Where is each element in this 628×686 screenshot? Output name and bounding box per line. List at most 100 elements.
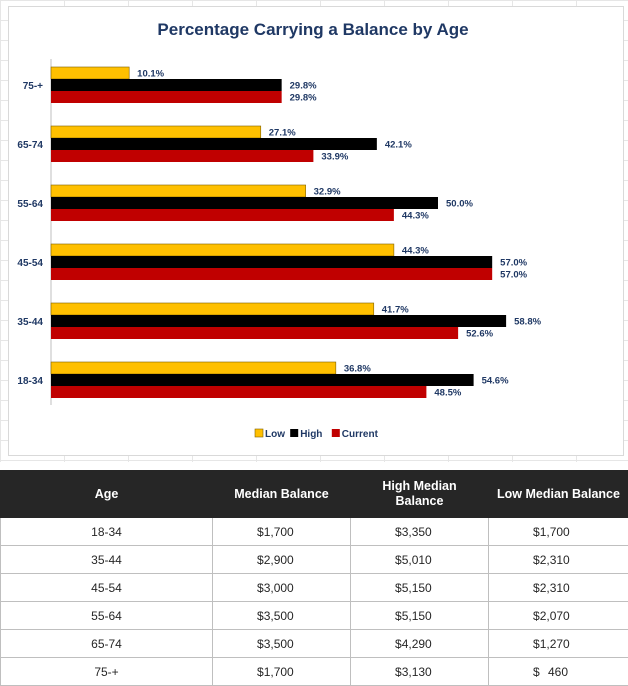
data-label-current: 33.9% (321, 152, 348, 163)
legend-swatch-low (255, 429, 263, 437)
cell-median-balance: $3,500 (213, 602, 351, 630)
cell-high-median-balance: $5,010 (351, 546, 489, 574)
amount-value: 2,900 (264, 553, 294, 567)
cell-high-median-balance: $3,350 (351, 518, 489, 546)
amount-value: 1,700 (264, 665, 294, 679)
data-label-high: 57.0% (500, 258, 527, 269)
table-row: 75-+$1,700$3,130$460 (1, 658, 628, 686)
table-row: 55-64$3,500$5,150$2,070 (1, 602, 628, 630)
cell-low-median-balance: $2,310 (489, 546, 628, 574)
cell-low-median-balance: $460 (489, 658, 628, 686)
currency-symbol: $ (257, 553, 264, 567)
legend-label-high: High (300, 429, 322, 440)
balance-table: Age Median Balance High Median Balance L… (0, 470, 628, 686)
bar-low (51, 303, 374, 315)
currency-symbol: $ (257, 665, 264, 679)
amount-value: 5,150 (402, 609, 432, 623)
data-label-current: 52.6% (466, 329, 493, 340)
amount-value: 3,350 (402, 525, 432, 539)
currency-symbol: $ (395, 525, 402, 539)
cell-median-balance: $1,700 (213, 658, 351, 686)
currency-symbol: $ (395, 665, 402, 679)
header-high-median-balance: High Median Balance (351, 471, 489, 518)
data-label-low: 27.1% (269, 128, 296, 139)
currency-symbol: $ (533, 525, 540, 539)
currency-symbol: $ (395, 581, 402, 595)
data-label-current: 44.3% (402, 211, 429, 222)
cell-high-median-balance: $3,130 (351, 658, 489, 686)
spreadsheet-background: Percentage Carrying a Balance by Age 75-+… (0, 0, 628, 462)
data-label-high: 29.8% (290, 81, 317, 92)
data-label-low: 32.9% (314, 187, 341, 198)
cell-median-balance: $3,000 (213, 574, 351, 602)
cell-low-median-balance: $2,310 (489, 574, 628, 602)
legend-label-low: Low (265, 429, 285, 440)
category-label: 18-34 (17, 376, 43, 387)
amount-value: 2,310 (540, 553, 570, 567)
table-header-row: Age Median Balance High Median Balance L… (1, 471, 628, 518)
amount-value: 1,270 (540, 637, 570, 651)
table-row: 45-54$3,000$5,150$2,310 (1, 574, 628, 602)
data-label-low: 10.1% (137, 69, 164, 80)
currency-symbol: $ (257, 581, 264, 595)
bar-low (51, 126, 261, 138)
cell-age: 35-44 (1, 546, 213, 574)
currency-symbol: $ (257, 609, 264, 623)
amount-value: 3,000 (264, 581, 294, 595)
cell-high-median-balance: $5,150 (351, 574, 489, 602)
cell-low-median-balance: $1,700 (489, 518, 628, 546)
cell-low-median-balance: $2,070 (489, 602, 628, 630)
table-row: 18-34$1,700$3,350$1,700 (1, 518, 628, 546)
cell-median-balance: $1,700 (213, 518, 351, 546)
currency-symbol: $ (395, 553, 402, 567)
bar-current (51, 150, 313, 162)
data-label-current: 29.8% (290, 93, 317, 104)
amount-value: 460 (548, 665, 568, 679)
legend-swatch-high (290, 429, 298, 437)
bar-high (51, 79, 282, 91)
currency-symbol: $ (257, 525, 264, 539)
legend-label-current: Current (342, 429, 379, 440)
currency-symbol: $ (533, 665, 540, 679)
amount-value: 4,290 (402, 637, 432, 651)
bar-low (51, 362, 336, 374)
table-row: 35-44$2,900$5,010$2,310 (1, 546, 628, 574)
cell-low-median-balance: $1,270 (489, 630, 628, 658)
chart-title: Percentage Carrying a Balance by Age (157, 20, 468, 39)
category-label: 75-+ (23, 81, 43, 92)
cell-age: 55-64 (1, 602, 213, 630)
balance-table-wrap: Age Median Balance High Median Balance L… (0, 470, 628, 686)
amount-value: 3,500 (264, 609, 294, 623)
cell-age: 65-74 (1, 630, 213, 658)
currency-symbol: $ (533, 609, 540, 623)
cell-high-median-balance: $4,290 (351, 630, 489, 658)
header-high-median-balance-text: High Median Balance (375, 479, 465, 509)
amount-value: 2,070 (540, 609, 570, 623)
currency-symbol: $ (395, 637, 402, 651)
table-row: 65-74$3,500$4,290$1,270 (1, 630, 628, 658)
cell-high-median-balance: $5,150 (351, 602, 489, 630)
header-low-median-balance: Low Median Balance (489, 471, 628, 518)
bar-high (51, 374, 474, 386)
bar-high (51, 138, 377, 150)
chart-area[interactable]: Percentage Carrying a Balance by Age 75-+… (8, 6, 624, 456)
data-label-high: 58.8% (514, 317, 541, 328)
cell-age: 45-54 (1, 574, 213, 602)
cell-median-balance: $3,500 (213, 630, 351, 658)
bar-current (51, 209, 394, 221)
amount-value: 3,130 (402, 665, 432, 679)
data-label-low: 36.8% (344, 364, 371, 375)
header-age: Age (1, 471, 213, 518)
legend-swatch-current (332, 429, 340, 437)
bar-current (51, 386, 426, 398)
bar-high (51, 197, 438, 209)
category-label: 65-74 (17, 140, 43, 151)
data-label-low: 41.7% (382, 305, 409, 316)
data-label-low: 44.3% (402, 246, 429, 257)
amount-value: 1,700 (264, 525, 294, 539)
cell-age: 75-+ (1, 658, 213, 686)
category-label: 35-44 (17, 317, 43, 328)
header-median-balance: Median Balance (213, 471, 351, 518)
data-label-high: 50.0% (446, 199, 473, 210)
